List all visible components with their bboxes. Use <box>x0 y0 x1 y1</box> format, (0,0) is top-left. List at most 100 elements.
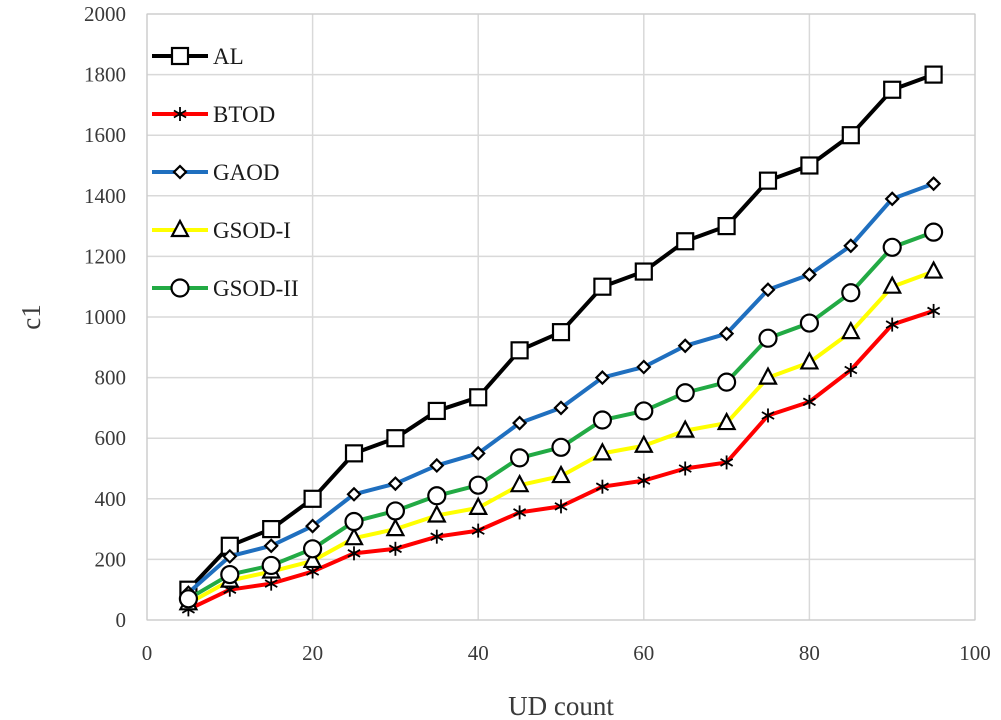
data-point-btod <box>761 408 775 423</box>
data-point-al <box>427 401 446 421</box>
data-point-al <box>634 262 653 281</box>
x-tick-label: 20 <box>302 641 323 665</box>
series-btod <box>181 303 941 617</box>
series-layer <box>178 65 944 617</box>
x-tick-label: 80 <box>799 641 820 665</box>
y-tick-label: 800 <box>95 366 127 390</box>
x-tick-label: 60 <box>633 641 654 665</box>
data-point-gsod-i <box>385 517 406 537</box>
series-gaod <box>180 176 942 601</box>
legend-label: BTOD <box>213 102 275 127</box>
data-point-al <box>262 519 281 539</box>
data-point-gsod-i <box>509 473 530 493</box>
data-point-gsod-i <box>633 434 654 453</box>
data-point-btod <box>595 479 609 494</box>
y-tick-label: 1400 <box>84 184 126 208</box>
data-point-btod <box>347 546 361 561</box>
data-point-al <box>841 126 860 145</box>
data-point-al <box>344 444 364 463</box>
data-point-al <box>883 80 902 99</box>
data-point-gsod-ii <box>799 313 820 333</box>
legend-entry-gsod-ii: GSOD-II <box>152 276 299 301</box>
data-point-gaod <box>429 457 445 474</box>
data-point-gsod-ii <box>178 589 198 609</box>
legend-label: GAOD <box>213 160 279 185</box>
y-tick-label: 600 <box>95 426 127 450</box>
data-point-gaod <box>222 548 238 564</box>
data-point-gsod-ii <box>758 328 778 348</box>
series-gsod-ii <box>178 222 944 609</box>
data-point-gsod-i <box>344 526 364 546</box>
data-point-btod <box>678 461 692 476</box>
data-point-gaod <box>843 238 859 254</box>
y-axis-title: c1 <box>16 304 46 329</box>
legend: AL BTOD GAOD GSOD-I GSOD-II <box>152 44 299 301</box>
data-point-gsod-ii <box>716 372 737 392</box>
y-tick-label: 1000 <box>84 305 126 329</box>
data-point-gaod <box>387 476 403 492</box>
data-point-al <box>386 429 405 448</box>
legend-label: GSOD-II <box>213 276 299 301</box>
x-axis-title: UD count <box>508 691 614 720</box>
data-point-gaod <box>553 400 569 416</box>
legend-entry-btod: BTOD <box>152 102 275 127</box>
data-point-gsod-ii <box>841 283 861 303</box>
series-al <box>179 65 943 599</box>
data-point-gsod-i <box>840 320 861 340</box>
data-point-al <box>551 323 571 342</box>
data-point-gaod <box>884 191 900 207</box>
data-point-gsod-i <box>716 411 737 431</box>
data-point-al <box>676 232 695 251</box>
data-point-btod <box>720 455 734 470</box>
data-point-gsod-i <box>675 419 696 438</box>
data-point-gsod-ii <box>923 222 944 242</box>
y-tick-label: 1600 <box>84 123 126 147</box>
legend-label: AL <box>213 44 244 69</box>
data-point-gaod <box>470 445 486 461</box>
data-point-al <box>758 171 778 190</box>
legend-marker-btod <box>173 107 187 121</box>
y-tick-label: 400 <box>95 487 127 511</box>
data-point-gsod-ii <box>303 539 323 559</box>
data-point-al <box>469 388 488 407</box>
data-point-gaod <box>512 415 528 431</box>
data-point-btod <box>264 576 278 591</box>
data-point-gsod-i <box>758 366 778 385</box>
data-point-gsod-i <box>882 275 903 294</box>
legend-entry-gaod: GAOD <box>152 160 279 185</box>
data-point-gaod <box>760 282 776 298</box>
data-point-btod <box>388 541 402 556</box>
legend-marker-gsod-ii <box>170 278 190 298</box>
data-point-btod <box>513 505 527 520</box>
data-point-btod <box>637 473 651 488</box>
legend-marker-gaod <box>172 164 188 180</box>
data-point-gsod-ii <box>427 486 447 506</box>
data-point-gsod-ii <box>634 401 654 421</box>
data-point-gsod-ii <box>551 437 571 457</box>
x-tick-label: 40 <box>468 641 489 665</box>
data-point-btod <box>430 529 444 544</box>
data-point-al <box>510 341 529 360</box>
data-point-btod <box>554 499 568 514</box>
x-tick-label: 100 <box>959 641 991 665</box>
data-point-gsod-ii <box>385 501 405 521</box>
data-point-al <box>717 217 736 236</box>
data-point-gsod-ii <box>220 564 240 585</box>
data-point-gsod-i <box>923 260 944 279</box>
legend-entry-al: AL <box>152 44 244 69</box>
data-point-gsod-i <box>592 442 613 461</box>
data-point-btod <box>844 363 858 378</box>
data-point-gsod-ii <box>882 237 902 257</box>
y-tick-label: 1800 <box>84 63 126 87</box>
data-point-gsod-ii <box>675 383 695 403</box>
series-line-gaod <box>187 181 935 595</box>
data-point-btod <box>802 394 816 409</box>
data-point-gsod-i <box>468 496 489 515</box>
data-point-al <box>924 65 943 84</box>
y-tick-label: 0 <box>116 608 127 632</box>
data-point-gsod-ii <box>261 555 281 576</box>
data-point-al <box>800 156 819 175</box>
x-tick-label: 0 <box>142 641 153 665</box>
data-point-gsod-ii <box>344 511 364 532</box>
